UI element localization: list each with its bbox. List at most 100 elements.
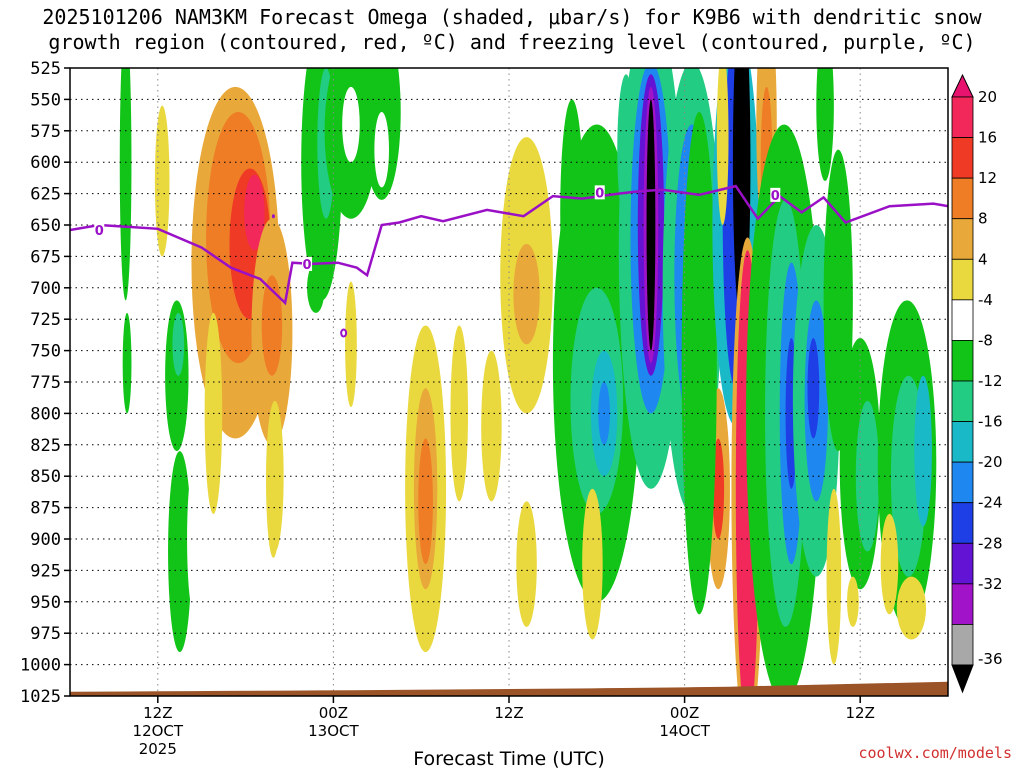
colorbar-swatch [951, 542, 974, 585]
y-tick-label: 800 [30, 404, 61, 424]
freezing-level-label: 0 [303, 258, 312, 273]
colorbar-label: -36 [978, 650, 1003, 668]
y-tick-label: 850 [30, 467, 61, 487]
colorbar-label: 4 [978, 250, 988, 268]
colorbar-max-arrow [951, 73, 974, 98]
omega-blob [880, 513, 899, 615]
colorbar-label: 12 [978, 169, 997, 187]
colorbar-swatch [951, 137, 974, 179]
colorbar-swatch [951, 421, 974, 463]
x-tick-date: 13OCT [308, 722, 359, 740]
colorbar-swatch [951, 299, 974, 341]
omega-blob [681, 111, 717, 615]
x-axis-label: Forecast Time (UTC) [413, 748, 604, 768]
x-tick-date: 14OCT [659, 722, 710, 740]
x-tick-date: 12OCT [133, 722, 184, 740]
omega-blob [244, 174, 265, 251]
y-tick-label: 575 [30, 122, 61, 142]
y-tick-label: 925 [30, 561, 61, 581]
omega-blob [261, 275, 283, 376]
y-tick-label: 675 [30, 247, 61, 267]
omega-blob [481, 350, 502, 502]
omega-blob [807, 338, 820, 439]
colorbar-label: -32 [978, 575, 1003, 593]
omega-blob [119, 68, 132, 301]
omega-blob [896, 576, 927, 640]
contour-label-bg [302, 256, 313, 271]
y-axis: 525 550 575 600 625 650 675 700 725 750 775 800 825 8… [20, 59, 70, 707]
y-tick-label: 625 [30, 185, 61, 205]
omega-blob [560, 99, 584, 326]
contour-label-bg [770, 187, 781, 202]
omega-blob [172, 312, 185, 376]
colorbar-label: 16 [978, 129, 997, 147]
omega-blob [450, 325, 469, 502]
omega-blob [374, 111, 390, 188]
chart-title-line-2: growth region (contoured, red, ºC) and f… [48, 30, 976, 54]
freezing-level-label: 0 [95, 224, 104, 239]
omega-blob [307, 262, 325, 313]
colorbar-label: -4 [978, 291, 993, 309]
colorbar-label: -8 [978, 331, 993, 349]
x-tick-label: 00Z [319, 704, 348, 722]
colorbar-swatch [951, 218, 974, 260]
y-tick-label: 550 [30, 90, 61, 110]
colorbar-swatch [951, 177, 974, 220]
contour-label-bg [594, 185, 605, 200]
omega-blob [516, 501, 537, 627]
chart-title-line-1: 2025101206 NAM3KM Forecast Omega (shaded… [42, 5, 982, 29]
omega-blob [716, 68, 729, 225]
y-tick-label: 900 [30, 530, 61, 550]
colorbar-label: -16 [978, 413, 1003, 431]
colorbar-swatch [951, 461, 974, 504]
omega-blob [418, 438, 433, 565]
colorbar-swatch [951, 624, 974, 666]
colorbar-label: 8 [978, 210, 988, 228]
y-tick-label: 600 [30, 153, 61, 173]
y-tick-label: 700 [30, 279, 61, 299]
y-tick-label: 750 [30, 342, 61, 362]
omega-blob [582, 488, 603, 640]
freezing-level-label: 0 [595, 186, 604, 201]
omega-blob [187, 463, 202, 615]
colorbar-label: -20 [978, 453, 1003, 471]
source-credit: coolwx.com/models [858, 744, 1012, 762]
terrain-surface [70, 681, 948, 696]
omega-blob [847, 576, 859, 627]
x-tick-label: 12Z [846, 704, 875, 722]
x-tick-label: 12Z [143, 704, 172, 722]
omega-shaded-field [119, 68, 937, 696]
freezing-level-small-ring [340, 328, 348, 338]
omega-blob [914, 375, 932, 527]
colorbar-swatch [951, 340, 974, 382]
colorbar-swatch [951, 96, 974, 138]
y-tick-label: 950 [30, 593, 61, 613]
chart-gridlines [70, 68, 948, 696]
freezing-level-line [70, 184, 948, 306]
y-tick-label: 525 [30, 59, 61, 79]
omega-blob [342, 86, 360, 163]
y-tick-label: 650 [30, 216, 61, 236]
y-tick-label: 1025 [20, 687, 61, 707]
freezing-level-group [70, 184, 948, 306]
omega-blob [826, 488, 842, 665]
terrain-fill [70, 681, 948, 696]
colorbar-swatch [951, 258, 974, 301]
omega-blob [154, 105, 170, 257]
freezing-level-label: 0 [771, 189, 780, 204]
colorbar-label: -28 [978, 534, 1003, 552]
omega-blob [712, 438, 725, 539]
colorbar: 20 16 12 8 4 -4 -8 -12 -16 -20 -24 -28 -32 -36 [951, 73, 1003, 694]
colorbar-swatch [951, 583, 974, 625]
freezing-level-contour: 0 0 0 0 [70, 184, 948, 338]
colorbar-swatch [951, 380, 974, 422]
omega-blob [513, 243, 540, 345]
y-tick-label: 975 [30, 624, 61, 644]
omega-blob [345, 281, 357, 408]
x-tick-label: 00Z [670, 704, 699, 722]
x-tick-year: 2025 [139, 740, 177, 758]
colorbar-label: 20 [978, 88, 997, 106]
colorbar-label: -12 [978, 372, 1003, 390]
